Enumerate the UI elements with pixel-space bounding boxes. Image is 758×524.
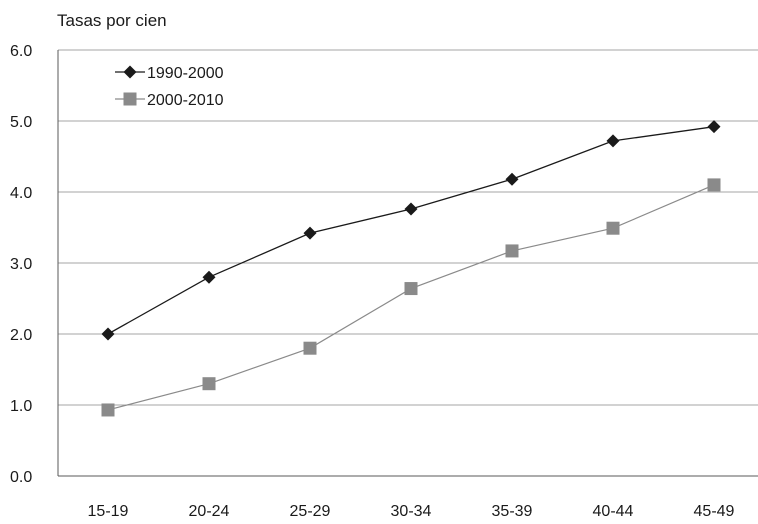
legend-item: 1990-2000 (115, 65, 224, 82)
data-point (606, 134, 620, 148)
series-line (107, 126, 715, 335)
y-tick-label: 6.0 (10, 43, 32, 60)
data-point (707, 178, 721, 192)
data-point (202, 270, 216, 284)
data-point (202, 377, 216, 391)
y-tick-label: 1.0 (10, 398, 32, 415)
legend-label: 2000-2010 (147, 92, 224, 109)
x-tick-label: 35-39 (492, 503, 533, 520)
legend-label: 1990-2000 (147, 65, 224, 82)
x-tick-label: 25-29 (290, 503, 331, 520)
y-tick-label: 5.0 (10, 114, 32, 131)
data-point (606, 221, 620, 235)
series-2000-2010 (101, 178, 721, 417)
data-point (303, 341, 317, 355)
y-tick-label: 3.0 (10, 256, 32, 273)
y-tick-label: 2.0 (10, 327, 32, 344)
legend: 1990-2000 2000-2010 (115, 65, 224, 109)
series-1990-2000 (101, 120, 721, 341)
legend-marker (123, 92, 137, 106)
legend-marker (123, 65, 137, 79)
x-tick-label: 15-19 (88, 503, 129, 520)
legend-item: 2000-2010 (115, 92, 224, 109)
data-point (404, 202, 418, 216)
y-tick-label: 0.0 (10, 469, 32, 486)
y-tick-labels: 0.0 1.0 2.0 3.0 4.0 5.0 6.0 (10, 43, 32, 486)
y-tick-label: 4.0 (10, 185, 32, 202)
data-point (707, 120, 721, 134)
data-point (101, 403, 115, 417)
x-tick-labels: 15-19 20-24 25-29 30-34 35-39 40-44 45-49 (88, 503, 735, 520)
data-point (101, 327, 115, 341)
data-point (303, 226, 317, 240)
gridlines (58, 49, 758, 406)
series-line (107, 184, 715, 411)
axes (57, 50, 758, 477)
data-series (101, 120, 721, 417)
x-tick-label: 45-49 (694, 503, 735, 520)
data-point (505, 244, 519, 258)
data-point (505, 172, 519, 186)
x-tick-label: 40-44 (593, 503, 634, 520)
x-tick-label: 20-24 (189, 503, 230, 520)
y-axis-label: Tasas por cien (57, 11, 167, 30)
x-tick-label: 30-34 (391, 503, 432, 520)
data-point (404, 282, 418, 296)
